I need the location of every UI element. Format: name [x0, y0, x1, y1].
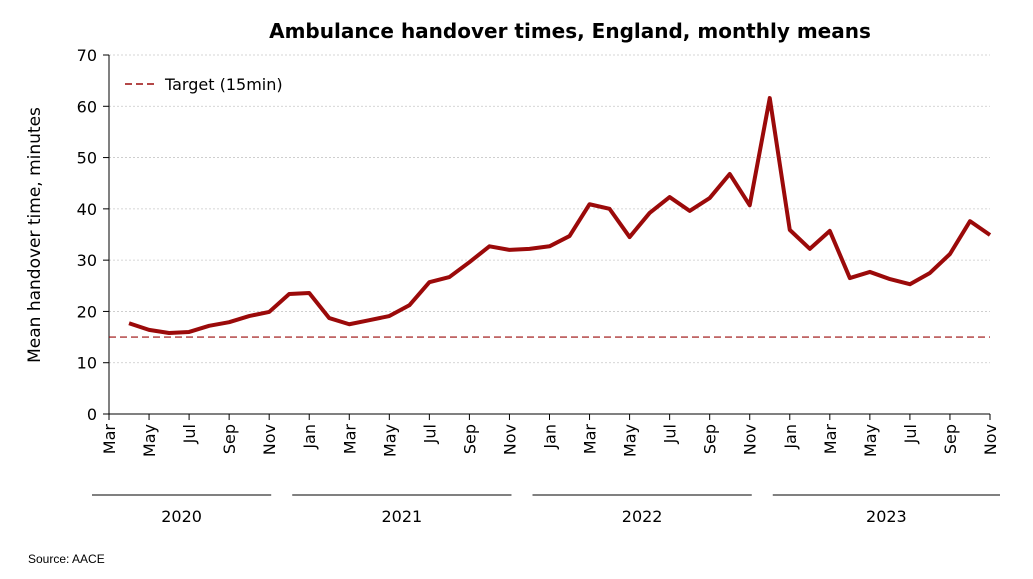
- y-tick-label: 40: [77, 200, 97, 219]
- y-tick-label: 20: [77, 302, 97, 321]
- y-tick-label: 10: [77, 354, 97, 373]
- x-tick-label: May: [621, 424, 640, 457]
- y-tick-label: 60: [77, 97, 97, 116]
- source: Source: AACE: [28, 552, 105, 566]
- x-tick-label: Jul: [180, 424, 199, 444]
- x-tick-label: Jan: [541, 424, 560, 450]
- x-tick-label: Sep: [220, 424, 239, 454]
- x-tick-label: Mar: [581, 424, 600, 455]
- x-tick-label: May: [140, 424, 159, 457]
- x-tick-label: Jul: [661, 424, 680, 444]
- year-label: 2020: [161, 507, 202, 526]
- year-label: 2021: [381, 507, 422, 526]
- year-label: 2023: [866, 507, 907, 526]
- x-tick-label: May: [861, 424, 880, 457]
- x-tick-label: Sep: [941, 424, 960, 454]
- x-tick-label: Mar: [821, 424, 840, 455]
- chart-title: Ambulance handover times, England, month…: [269, 19, 871, 43]
- x-tick-label: Jan: [300, 424, 319, 450]
- x-tick-label: Jul: [901, 424, 920, 444]
- y-axis-label: Mean handover time, minutes: [25, 107, 45, 363]
- x-tick-label: May: [380, 424, 399, 457]
- y-tick-label: 50: [77, 149, 97, 168]
- x-tick-label: Nov: [260, 424, 279, 455]
- legend-label: Target (15min): [164, 75, 283, 94]
- x-tick-label: Jan: [781, 424, 800, 450]
- x-tick-label: Jul: [420, 424, 439, 444]
- x-tick-label: Sep: [701, 424, 720, 454]
- x-tick-label: Nov: [500, 424, 519, 455]
- x-tick-label: Nov: [741, 424, 760, 455]
- y-tick-label: 30: [77, 251, 97, 270]
- x-tick-label: Mar: [100, 424, 119, 455]
- y-tick-label: 0: [87, 405, 97, 424]
- x-tick-label: Nov: [981, 424, 1000, 455]
- x-tick-label: Mar: [340, 424, 359, 455]
- y-tick-label: 70: [77, 46, 97, 65]
- year-label: 2022: [622, 507, 663, 526]
- x-tick-label: Sep: [460, 424, 479, 454]
- data-line: [128, 96, 992, 335]
